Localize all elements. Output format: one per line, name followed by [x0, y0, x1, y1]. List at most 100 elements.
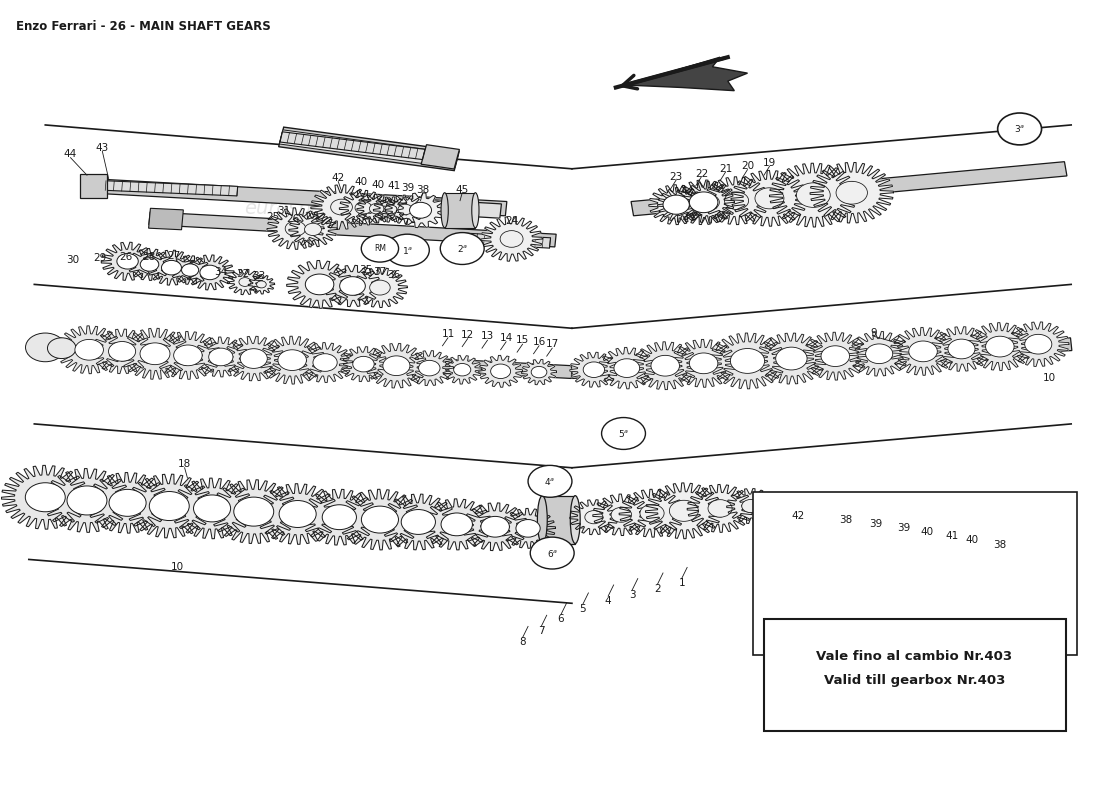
Circle shape	[741, 499, 760, 513]
Text: 39: 39	[869, 518, 882, 529]
Polygon shape	[56, 326, 122, 374]
Circle shape	[640, 505, 664, 522]
Polygon shape	[1011, 551, 1055, 583]
Circle shape	[776, 347, 807, 370]
Circle shape	[385, 234, 429, 266]
Polygon shape	[301, 490, 377, 545]
Polygon shape	[385, 195, 425, 224]
Text: 17: 17	[546, 339, 559, 349]
Circle shape	[174, 345, 202, 366]
Text: 8: 8	[519, 638, 526, 647]
Text: 39: 39	[400, 183, 414, 193]
Ellipse shape	[538, 496, 548, 543]
Polygon shape	[710, 333, 785, 389]
Circle shape	[516, 519, 540, 537]
Circle shape	[385, 205, 397, 214]
Text: 5$^a$: 5$^a$	[618, 428, 629, 439]
Circle shape	[614, 358, 639, 378]
Polygon shape	[757, 333, 826, 384]
Circle shape	[997, 560, 1016, 575]
Polygon shape	[338, 490, 421, 550]
Polygon shape	[148, 212, 557, 247]
Polygon shape	[967, 322, 1033, 370]
Text: 38: 38	[839, 514, 853, 525]
Polygon shape	[405, 350, 453, 386]
Polygon shape	[86, 473, 169, 533]
Polygon shape	[324, 266, 381, 306]
Polygon shape	[128, 249, 172, 281]
Circle shape	[383, 356, 410, 375]
Polygon shape	[148, 208, 184, 230]
Polygon shape	[727, 489, 774, 523]
Polygon shape	[352, 268, 407, 307]
Polygon shape	[249, 275, 275, 294]
Text: 7: 7	[538, 626, 544, 636]
Polygon shape	[688, 485, 754, 532]
Circle shape	[708, 500, 733, 517]
Text: 37: 37	[373, 267, 386, 278]
Polygon shape	[500, 509, 556, 548]
Circle shape	[419, 360, 440, 376]
Text: 40: 40	[371, 180, 384, 190]
Circle shape	[692, 194, 715, 210]
Text: 19: 19	[762, 158, 777, 168]
Text: 6$^a$: 6$^a$	[547, 547, 558, 558]
Ellipse shape	[441, 193, 449, 228]
Circle shape	[866, 344, 893, 364]
Circle shape	[500, 230, 524, 247]
Polygon shape	[289, 212, 337, 247]
Circle shape	[322, 505, 356, 530]
Circle shape	[491, 364, 510, 378]
Polygon shape	[356, 194, 396, 223]
Text: 3$^a$: 3$^a$	[1014, 123, 1025, 134]
Circle shape	[140, 258, 158, 271]
Text: 11: 11	[441, 329, 454, 339]
Text: 30: 30	[66, 254, 79, 265]
Circle shape	[109, 342, 135, 362]
Polygon shape	[571, 338, 1071, 378]
Text: 14: 14	[499, 333, 513, 343]
Text: 15: 15	[516, 335, 529, 346]
Polygon shape	[890, 327, 956, 375]
Polygon shape	[462, 503, 528, 550]
Circle shape	[117, 254, 139, 269]
Text: 44: 44	[64, 150, 77, 159]
Polygon shape	[681, 182, 738, 223]
Polygon shape	[287, 261, 352, 308]
Text: 34: 34	[214, 267, 228, 278]
Circle shape	[361, 235, 398, 262]
Polygon shape	[278, 127, 460, 170]
Polygon shape	[256, 484, 339, 544]
Polygon shape	[106, 181, 238, 196]
Ellipse shape	[570, 496, 580, 543]
Text: 35: 35	[359, 265, 372, 275]
Polygon shape	[848, 331, 910, 376]
Polygon shape	[125, 474, 213, 538]
Polygon shape	[120, 328, 190, 379]
Text: 26: 26	[119, 251, 132, 262]
Circle shape	[666, 198, 686, 212]
Polygon shape	[732, 170, 807, 226]
Polygon shape	[1035, 553, 1075, 582]
Polygon shape	[780, 562, 961, 573]
Circle shape	[948, 339, 975, 359]
Polygon shape	[521, 359, 557, 385]
Circle shape	[109, 490, 146, 516]
Circle shape	[690, 353, 718, 374]
Circle shape	[651, 355, 680, 376]
Polygon shape	[186, 255, 234, 290]
Polygon shape	[298, 342, 352, 382]
Ellipse shape	[472, 193, 478, 228]
Circle shape	[602, 418, 646, 450]
Text: eurosparcs: eurosparcs	[244, 199, 352, 218]
Circle shape	[200, 265, 220, 280]
Circle shape	[25, 482, 65, 512]
Circle shape	[256, 281, 266, 288]
Circle shape	[1047, 562, 1062, 573]
Text: 29: 29	[94, 253, 107, 263]
Circle shape	[240, 349, 267, 368]
Circle shape	[583, 362, 605, 378]
Text: 42: 42	[791, 510, 804, 521]
Text: 23: 23	[670, 172, 683, 182]
Circle shape	[398, 204, 412, 214]
